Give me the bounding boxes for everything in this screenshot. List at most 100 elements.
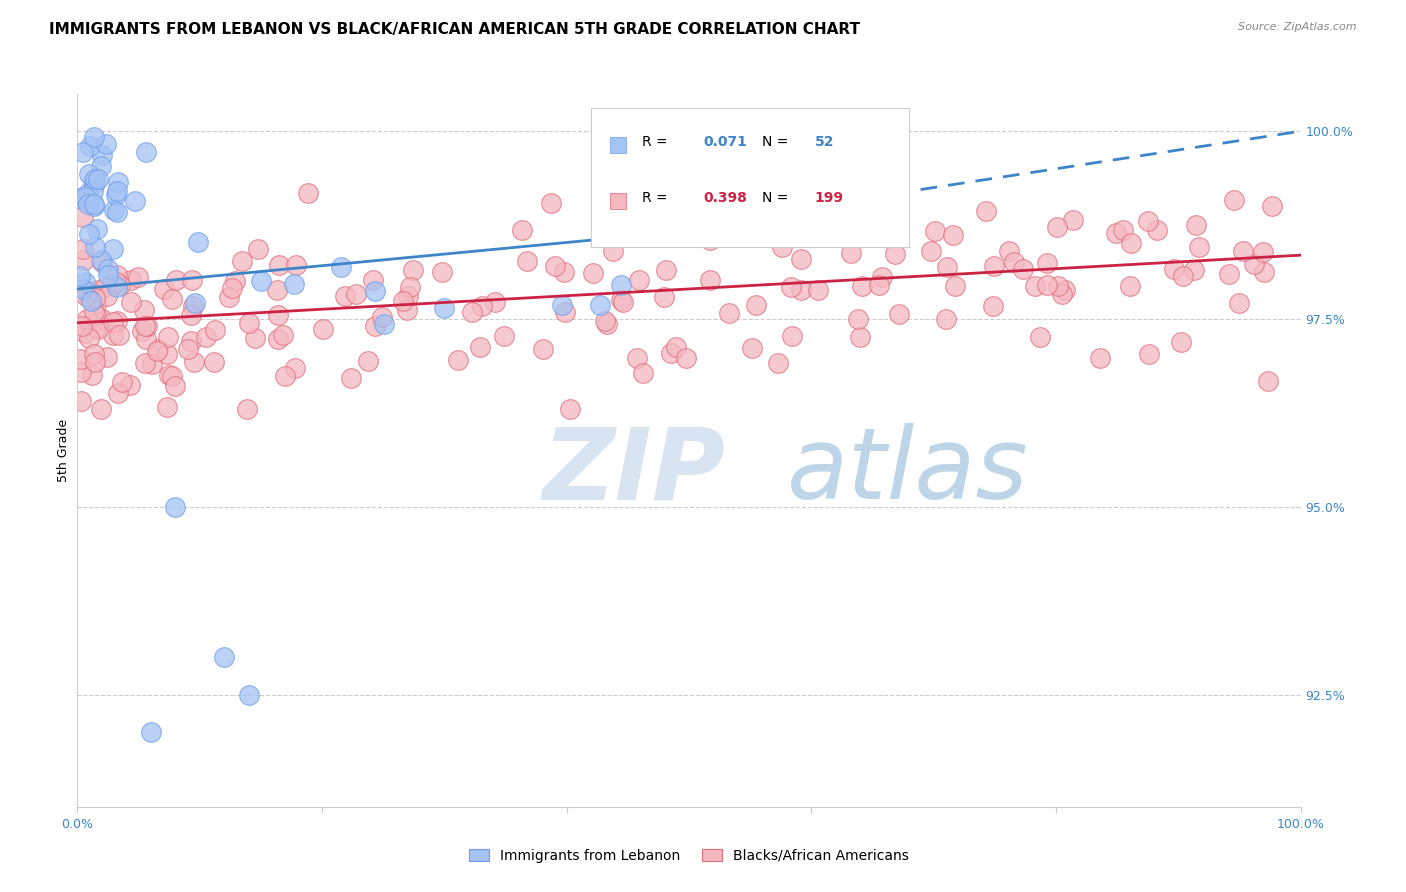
Point: [90, 254, 112, 268]
Point: [943, 279, 966, 293]
Point: [589, 298, 612, 312]
Point: [187, 235, 209, 250]
Point: [868, 278, 890, 293]
Point: [551, 298, 574, 312]
Point: [846, 311, 869, 326]
Point: [84, 177, 107, 191]
Point: [540, 195, 562, 210]
Point: [879, 192, 901, 206]
Point: [652, 290, 675, 304]
Point: [165, 379, 187, 393]
Point: [851, 279, 873, 293]
Point: [75, 190, 97, 204]
Point: [870, 270, 893, 285]
Point: [371, 310, 394, 324]
Point: [180, 308, 202, 322]
Point: [90, 148, 112, 162]
Point: [361, 273, 384, 287]
Point: [107, 385, 129, 400]
Point: [103, 203, 125, 218]
Point: [274, 369, 297, 384]
Point: [160, 293, 183, 307]
Point: [998, 244, 1021, 259]
Point: [101, 242, 124, 256]
Point: [1260, 199, 1282, 213]
Point: [72, 243, 94, 257]
Point: [194, 330, 217, 344]
Point: [120, 294, 142, 309]
Point: [87, 172, 110, 186]
Point: [84, 355, 107, 369]
Point: [1173, 268, 1195, 283]
Point: [76, 311, 98, 326]
Point: [77, 227, 100, 241]
Point: [595, 314, 617, 328]
Point: [86, 297, 108, 311]
Point: [146, 342, 169, 356]
Point: [883, 247, 905, 261]
Point: [1137, 214, 1160, 228]
Point: [156, 400, 179, 414]
Point: [250, 274, 273, 288]
Point: [974, 204, 997, 219]
Point: [90, 402, 112, 417]
Point: [558, 402, 581, 417]
Point: [105, 275, 128, 289]
Point: [105, 268, 128, 282]
Point: [184, 295, 207, 310]
Point: [103, 277, 125, 291]
Text: 0.398: 0.398: [703, 191, 748, 205]
Point: [1054, 284, 1077, 298]
Point: [70, 351, 93, 366]
Point: [447, 352, 470, 367]
Point: [238, 688, 260, 702]
Point: [392, 294, 415, 309]
Point: [340, 371, 363, 385]
Point: [89, 159, 111, 173]
Point: [93, 280, 115, 294]
Point: [675, 351, 697, 365]
Point: [181, 273, 204, 287]
Point: [120, 378, 142, 392]
Point: [77, 196, 100, 211]
Point: [103, 315, 125, 329]
Point: [245, 331, 267, 345]
Point: [204, 355, 226, 369]
Text: Source: ZipAtlas.com: Source: ZipAtlas.com: [1239, 22, 1357, 32]
Point: [75, 275, 97, 289]
Point: [1112, 223, 1135, 237]
Point: [1002, 255, 1025, 269]
Point: [398, 280, 420, 294]
Point: [266, 283, 288, 297]
Point: [628, 273, 651, 287]
Point: [297, 186, 319, 201]
Point: [734, 173, 756, 187]
Point: [146, 343, 169, 358]
Point: [1137, 347, 1160, 361]
Point: [626, 351, 648, 365]
Text: 52: 52: [815, 136, 834, 149]
Point: [981, 299, 1004, 313]
Legend: Immigrants from Lebanon, Blacks/African Americans: Immigrants from Lebanon, Blacks/African …: [463, 843, 915, 868]
Point: [283, 277, 305, 292]
Point: [69, 269, 91, 284]
Text: R =: R =: [643, 136, 672, 149]
Point: [699, 273, 721, 287]
Point: [91, 312, 114, 326]
Point: [120, 272, 142, 286]
Point: [80, 318, 103, 333]
Point: [364, 318, 387, 333]
Point: [72, 210, 94, 224]
Point: [766, 356, 789, 370]
Point: [780, 328, 803, 343]
Point: [582, 266, 605, 280]
Point: [312, 322, 335, 336]
Point: [83, 305, 105, 319]
Point: [75, 289, 97, 303]
Point: [364, 284, 387, 298]
Point: [96, 289, 118, 303]
Point: [77, 331, 100, 345]
Point: [107, 328, 129, 343]
Text: R =: R =: [643, 191, 672, 205]
Point: [90, 253, 112, 268]
